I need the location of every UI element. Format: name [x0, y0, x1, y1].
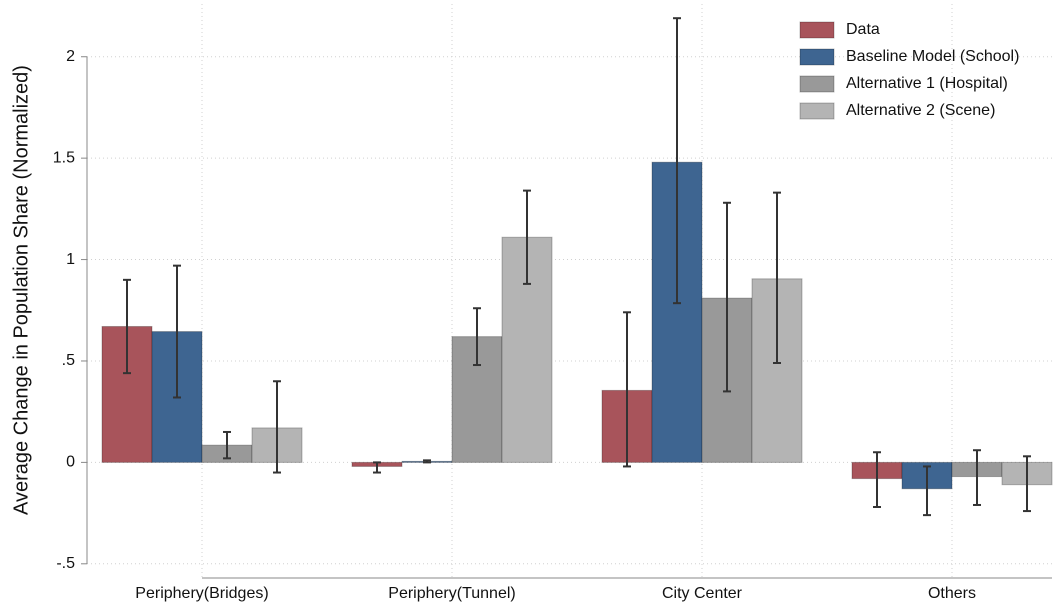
legend-label: Alternative 2 (Scene) — [846, 102, 995, 119]
x-tick-label: Periphery(Tunnel) — [388, 585, 515, 602]
x-tick-label: Others — [928, 585, 976, 602]
y-tick-label: 1 — [66, 251, 75, 268]
y-tick-label: 1.5 — [53, 149, 75, 166]
legend-swatch — [799, 48, 835, 66]
y-tick-label: 0 — [66, 454, 75, 471]
y-tick-label: -.5 — [56, 555, 75, 572]
x-tick-label: City Center — [662, 585, 743, 602]
y-tick-label: .5 — [62, 352, 75, 369]
legend-label: Data — [846, 21, 880, 38]
y-tick-label: 2 — [66, 48, 75, 65]
legend-label: Alternative 1 (Hospital) — [846, 75, 1008, 92]
legend-swatch — [799, 75, 835, 93]
legend-swatch — [799, 102, 835, 120]
y-axis-label: Average Change in Population Share (Norm… — [10, 65, 32, 515]
x-tick-label: Periphery(Bridges) — [135, 585, 268, 602]
legend-label: Baseline Model (School) — [846, 48, 1019, 65]
legend-swatch — [799, 21, 835, 39]
